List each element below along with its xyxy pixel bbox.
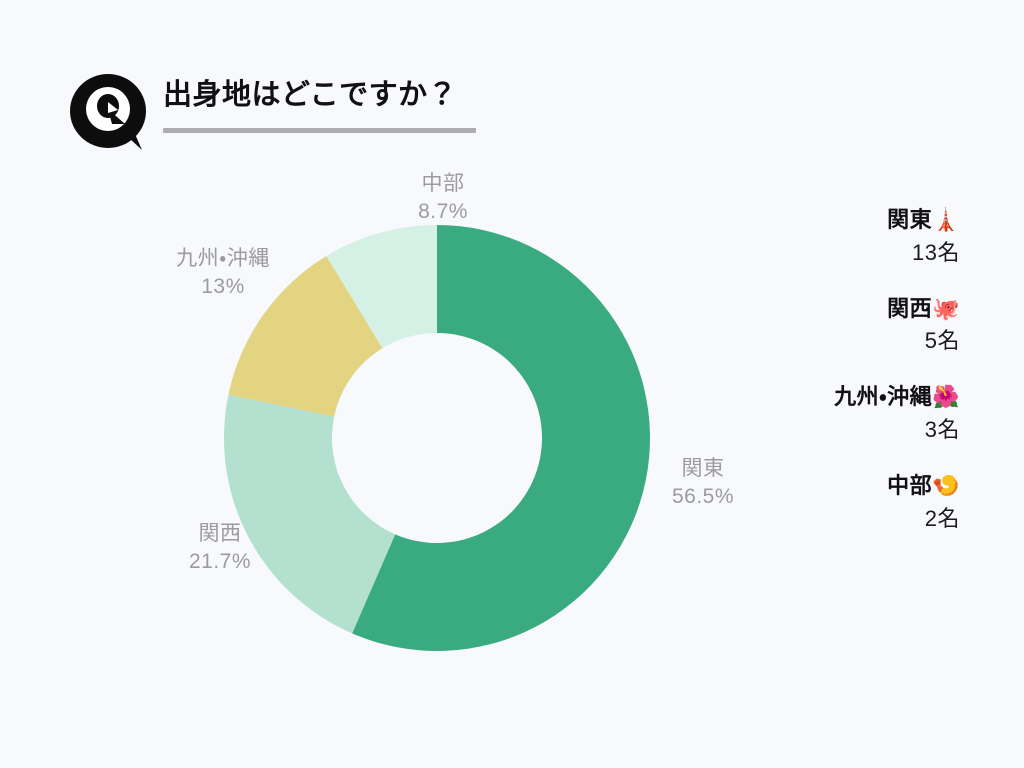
- legend-item-chubu-label: 中部: [887, 473, 933, 499]
- slice-label-kyushu-okinawa-name: 九州・沖縄: [176, 247, 270, 270]
- slice-label-kanto-pct: 56.5%: [671, 485, 735, 509]
- legend-item-kansai-label: 関西: [887, 295, 933, 321]
- slice-label-kansai-pct: 21.7%: [188, 550, 252, 574]
- donut-slice-2: [228, 256, 383, 417]
- donut-slice-3: [326, 225, 437, 349]
- legend-item-kanto-name: 関東🗼: [770, 205, 960, 236]
- octopus-emoji: 🐙: [932, 296, 960, 322]
- donut-slice-1: [223, 394, 396, 634]
- question-header: 出身地はどこですか？: [68, 72, 508, 152]
- legend-item-chubu-name: 中部🍤: [770, 471, 960, 502]
- legend-item-kansai: 関西🐙 5名: [770, 294, 960, 358]
- legend-item-chubu-count: 2名: [924, 505, 960, 531]
- hibiscus-emoji: 🌺: [932, 385, 960, 411]
- legend-item-kanto-label: 関東: [887, 207, 933, 232]
- legend-item-chubu: 中部🍤 2名: [770, 471, 960, 535]
- chart-legend: 関東🗼 13名 関西🐙 5名 九州・沖縄🌺 3名 中部🍤 2名: [770, 205, 960, 535]
- fried-shrimp-emoji: 🍤: [932, 474, 960, 500]
- legend-item-kanto: 関東🗼 13名: [770, 205, 960, 269]
- legend-item-kyushu-okinawa: 九州・沖縄🌺 3名: [770, 382, 960, 446]
- title-underline: [163, 128, 476, 133]
- legend-item-kansai-name: 関西🐙: [770, 294, 960, 325]
- slice-label-chubu: 中部 8.7%: [388, 170, 498, 227]
- slice-label-kanto: 関東 56.5%: [648, 455, 758, 512]
- legend-item-kansai-count: 5名: [924, 328, 960, 354]
- slice-label-kansai: 関西 21.7%: [145, 520, 295, 577]
- q-speech-bubble-icon: [68, 74, 152, 152]
- donut-chart: 関東 56.5% 関西 21.7% 九州・沖縄 13% 中部 8.7%: [120, 150, 760, 730]
- slice-label-chubu-name: 中部: [421, 172, 465, 195]
- tokyo-tower-emoji: 🗼: [932, 208, 960, 233]
- donut-chart-svg: [223, 225, 650, 651]
- slice-label-kanto-name: 関東: [681, 457, 725, 480]
- slice-label-kansai-name: 関西: [198, 522, 242, 545]
- legend-item-kyushu-okinawa-label: 九州・沖縄: [834, 384, 933, 410]
- slice-label-kyushu-okinawa-pct: 13%: [201, 275, 245, 299]
- legend-item-kyushu-okinawa-count: 3名: [924, 417, 960, 443]
- slice-label-chubu-pct: 8.7%: [418, 200, 468, 224]
- donut-slice-0: [352, 225, 650, 651]
- page-title: 出身地はどこですか？: [163, 79, 458, 111]
- slice-label-kyushu-okinawa: 九州・沖縄 13%: [138, 245, 308, 302]
- legend-item-kanto-count: 13名: [912, 239, 960, 265]
- legend-item-kyushu-okinawa-name: 九州・沖縄🌺: [770, 382, 960, 413]
